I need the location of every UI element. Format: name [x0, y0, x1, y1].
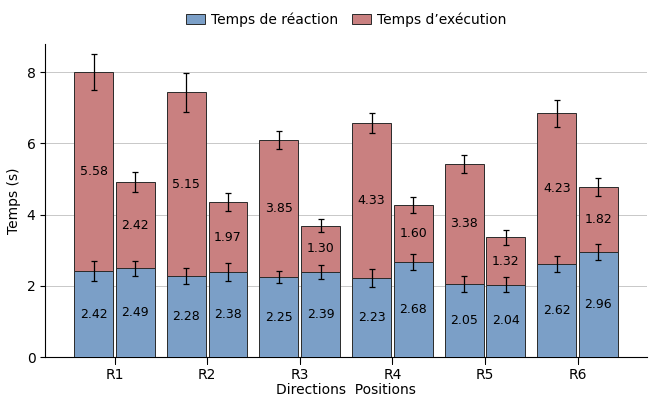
Text: 5.15: 5.15 [173, 178, 200, 191]
Bar [487, 284, 525, 357]
Bar [167, 276, 206, 357]
Text: 2.05: 2.05 [450, 314, 478, 327]
Text: 4.33: 4.33 [358, 194, 385, 207]
Bar [394, 205, 433, 262]
Bar [538, 113, 576, 264]
Bar [579, 187, 618, 252]
Text: 2.25: 2.25 [265, 311, 293, 324]
Text: 1.30: 1.30 [307, 242, 334, 255]
Text: 3.38: 3.38 [450, 217, 478, 230]
Text: 2.68: 2.68 [400, 303, 427, 316]
Text: 1.60: 1.60 [400, 227, 427, 240]
Text: 1.97: 1.97 [214, 231, 242, 244]
Text: 1.32: 1.32 [492, 255, 520, 267]
Text: 2.39: 2.39 [307, 308, 334, 321]
Text: 4.23: 4.23 [543, 182, 570, 195]
Bar [260, 140, 298, 277]
Text: 2.96: 2.96 [585, 298, 612, 311]
Text: 2.38: 2.38 [214, 308, 242, 321]
Legend: Temps de réaction, Temps d’exécution: Temps de réaction, Temps d’exécution [181, 6, 512, 32]
Bar [260, 277, 298, 357]
Text: 2.49: 2.49 [122, 306, 149, 320]
X-axis label: Directions  Positions: Directions Positions [276, 383, 416, 397]
Text: 2.42: 2.42 [122, 219, 149, 232]
Text: 2.42: 2.42 [80, 307, 107, 321]
Bar [445, 164, 483, 284]
Bar [116, 269, 155, 357]
Text: 2.28: 2.28 [173, 310, 200, 323]
Bar [209, 272, 247, 357]
Bar [301, 226, 340, 272]
Bar [579, 252, 618, 357]
Text: 5.58: 5.58 [80, 165, 108, 178]
Bar [352, 123, 391, 278]
Bar [167, 93, 206, 276]
Bar [75, 271, 113, 357]
Bar [445, 284, 483, 357]
Text: 3.85: 3.85 [265, 202, 293, 215]
Text: 2.62: 2.62 [543, 304, 570, 317]
Bar [301, 272, 340, 357]
Bar [116, 182, 155, 269]
Bar [209, 202, 247, 272]
Y-axis label: Temps (s): Temps (s) [7, 167, 21, 234]
Text: 2.04: 2.04 [492, 314, 520, 327]
Text: 2.23: 2.23 [358, 311, 385, 324]
Bar [75, 72, 113, 271]
Text: 1.82: 1.82 [585, 213, 612, 226]
Bar [394, 262, 433, 357]
Bar [352, 278, 391, 357]
Bar [487, 238, 525, 284]
Bar [538, 264, 576, 357]
